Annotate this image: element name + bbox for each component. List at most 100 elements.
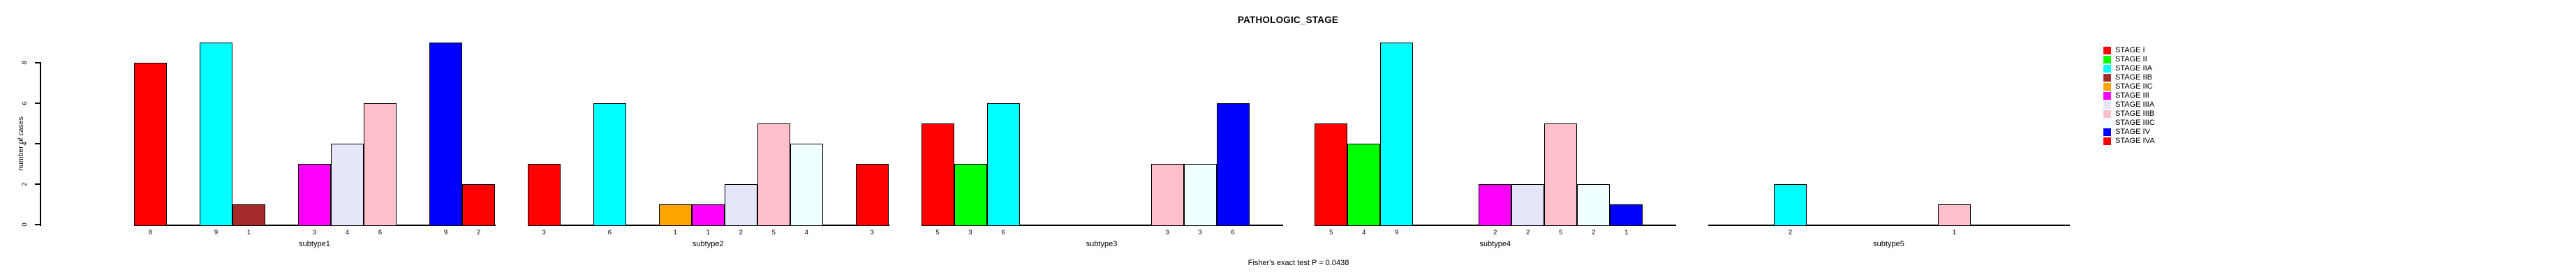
bar-value-label: 5 <box>1559 229 1563 236</box>
bar-value-label: 6 <box>1001 229 1005 236</box>
bar-value-label: 4 <box>345 229 350 236</box>
bar <box>921 123 954 226</box>
bar <box>1938 204 1971 226</box>
legend-label: STAGE IIIA <box>2115 100 2155 109</box>
bar <box>364 103 397 226</box>
y-tick-label: 0 <box>21 223 29 227</box>
x-baseline <box>921 225 1283 226</box>
group-label: subtype1 <box>299 240 330 248</box>
bar <box>658 204 692 226</box>
bar <box>1774 184 1807 226</box>
bar <box>200 43 232 226</box>
legend-item: STAGE I <box>2103 46 2155 55</box>
legend-item: STAGE IIIA <box>2103 100 2155 110</box>
legend-label: STAGE IIB <box>2115 73 2152 82</box>
bar <box>1150 164 1184 226</box>
bar-value-label: 5 <box>935 229 940 236</box>
y-tick-label: 8 <box>21 61 29 65</box>
bar-value-label: 6 <box>378 229 383 236</box>
bar-value-label: 3 <box>312 229 317 236</box>
legend-label: STAGE IVA <box>2115 137 2155 145</box>
y-axis-line <box>40 62 41 226</box>
bar <box>1544 123 1578 226</box>
y-tick-label: 4 <box>21 142 29 146</box>
bar <box>1610 204 1643 226</box>
bar <box>331 144 364 226</box>
legend-label: STAGE IIIC <box>2115 119 2155 127</box>
bar-value-label: 6 <box>1231 229 1235 236</box>
legend-swatch <box>2103 65 2111 73</box>
legend-item: STAGE IIIB <box>2103 110 2155 119</box>
bar <box>298 164 331 226</box>
bar-value-label: 2 <box>739 229 743 236</box>
bar <box>986 103 1020 226</box>
bar <box>1183 164 1217 226</box>
bar-value-label: 5 <box>1329 229 1333 236</box>
legend-swatch <box>2103 137 2111 145</box>
y-tick-label: 2 <box>21 182 29 186</box>
bar-value-label: 2 <box>1526 229 1530 236</box>
bar-value-label: 3 <box>1198 229 1202 236</box>
bar <box>134 63 167 226</box>
bar <box>691 204 725 226</box>
bar <box>855 164 889 226</box>
bar-value-label: 1 <box>673 229 677 236</box>
footer-annotation: Fisher's exact test P = 0.0438 <box>1248 259 1349 267</box>
legend-item: STAGE IV <box>2103 128 2155 137</box>
legend-swatch <box>2103 47 2111 54</box>
bar <box>462 184 495 226</box>
y-tick-label: 6 <box>21 101 29 105</box>
bar <box>954 164 987 226</box>
bar <box>724 184 757 226</box>
legend-item: STAGE III <box>2103 91 2155 100</box>
bar-value-label: 9 <box>1395 229 1399 236</box>
bar <box>1216 103 1250 226</box>
bar-value-label: 1 <box>1624 229 1629 236</box>
bar-value-label: 9 <box>443 229 448 236</box>
legend-item: STAGE IIA <box>2103 64 2155 73</box>
legend-label: STAGE II <box>2115 55 2147 63</box>
legend-swatch <box>2103 83 2111 91</box>
legend-item: STAGE IIB <box>2103 73 2155 82</box>
y-axis-tick <box>35 103 40 104</box>
y-axis-tick <box>35 62 40 63</box>
bar <box>757 123 790 226</box>
legend-swatch <box>2103 92 2111 100</box>
bar <box>1511 184 1545 226</box>
bar <box>1380 43 1414 226</box>
x-baseline <box>1708 225 2070 226</box>
bar-value-label: 3 <box>968 229 972 236</box>
bar <box>429 43 462 226</box>
chart-title: PATHOLOGIC_STAGE <box>1237 15 1339 25</box>
legend-label: STAGE I <box>2115 46 2145 54</box>
group-label: subtype3 <box>1086 240 1118 248</box>
bar-value-label: 2 <box>1788 229 1793 236</box>
y-axis-tick <box>35 183 40 185</box>
legend-item: STAGE IIIC <box>2103 119 2155 128</box>
group-label: subtype4 <box>1479 240 1511 248</box>
bar-value-label: 2 <box>1592 229 1596 236</box>
bar-value-label: 6 <box>607 229 612 236</box>
legend-item: STAGE II <box>2103 55 2155 64</box>
bar-value-label: 9 <box>214 229 219 236</box>
bar-value-label: 1 <box>246 229 251 236</box>
bar <box>527 164 561 226</box>
legend-label: STAGE IIC <box>2115 82 2153 91</box>
legend-item: STAGE IVA <box>2103 137 2155 146</box>
bar <box>1479 184 1512 226</box>
legend: STAGE I STAGE II STAGE IIA STAGE IIB STAGE I… <box>2103 46 2155 146</box>
bar-value-label: 4 <box>1362 229 1366 236</box>
legend-swatch <box>2103 56 2111 63</box>
group-label: subtype2 <box>692 240 724 248</box>
bar <box>232 204 265 226</box>
legend-swatch <box>2103 74 2111 82</box>
legend-swatch <box>2103 110 2111 118</box>
bar-value-label: 3 <box>542 229 546 236</box>
bar <box>1315 123 1348 226</box>
group-label: subtype5 <box>1873 240 1904 248</box>
bar-value-label: 1 <box>1952 229 1957 236</box>
legend-swatch <box>2103 128 2111 136</box>
bar <box>1577 184 1611 226</box>
bar <box>790 144 823 226</box>
y-axis-tick <box>35 224 40 225</box>
